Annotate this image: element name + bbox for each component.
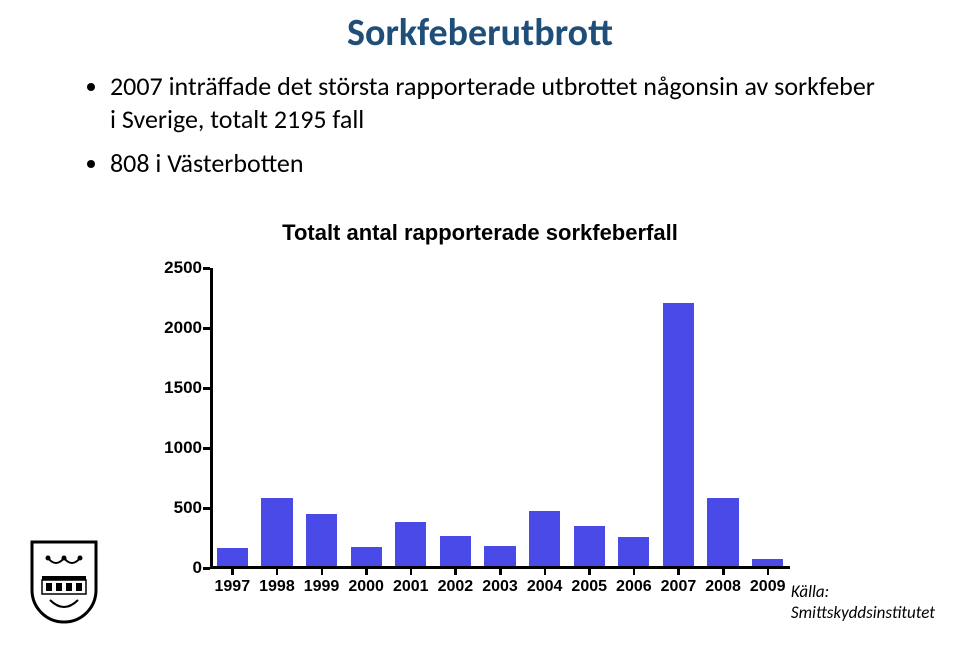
x-tick-label: 1997 [215, 578, 251, 596]
y-tick-label: 2500 [142, 258, 202, 278]
x-tick [633, 568, 636, 575]
source-label: Källa: [791, 581, 829, 602]
x-tick-label: 2001 [393, 578, 429, 596]
x-tick-label: 2006 [616, 578, 652, 596]
y-tick [203, 507, 210, 510]
bar [707, 498, 738, 566]
bullet-item: 808 i Västerbotten [110, 147, 880, 180]
x-tick [365, 568, 368, 575]
bar-chart: 0 500 1000 1500 2000 2500 1997 1998 1999 2000 2001… [140, 258, 820, 608]
bar [440, 536, 471, 566]
x-tick [499, 568, 502, 575]
source-value: Smittskyddsinstitutet [791, 602, 935, 623]
x-tick-label: 2003 [482, 578, 518, 596]
x-tick-label: 2007 [661, 578, 697, 596]
x-tick [231, 568, 234, 575]
y-axis [210, 268, 213, 568]
slide: Sorkfeberutbrott 2007 inträffade det stö… [0, 0, 960, 648]
y-tick-label: 2000 [142, 318, 202, 338]
x-tick [767, 568, 770, 575]
y-tick [203, 267, 210, 270]
bar [395, 522, 426, 566]
y-tick-label: 1000 [142, 438, 202, 458]
university-logo [28, 538, 100, 628]
y-tick [203, 327, 210, 330]
bar [752, 559, 783, 566]
x-tick-label: 1998 [259, 578, 295, 596]
y-tick [203, 567, 210, 570]
x-tick [454, 568, 457, 575]
x-tick-label: 2005 [571, 578, 607, 596]
x-tick [544, 568, 547, 575]
x-tick-label: 2008 [705, 578, 741, 596]
bullet-list: 2007 inträffade det största rapporterade… [80, 70, 880, 192]
y-tick-label: 1500 [142, 378, 202, 398]
bar [484, 546, 515, 566]
x-tick [588, 568, 591, 575]
y-tick-label: 0 [142, 558, 202, 578]
bar [574, 526, 605, 566]
bar [663, 303, 694, 566]
x-tick-label: 2000 [348, 578, 384, 596]
y-tick [203, 447, 210, 450]
bar [529, 511, 560, 566]
bar [217, 548, 248, 566]
bar [618, 537, 649, 566]
page-title: Sorkfeberutbrott [0, 10, 960, 56]
chart-title: Totalt antal rapporterade sorkfeberfall [0, 220, 960, 246]
source-citation: Källa: Smittskyddsinstitutet [791, 582, 935, 623]
x-tick [722, 568, 725, 575]
x-tick-label: 1999 [304, 578, 340, 596]
y-tick [203, 387, 210, 390]
bar [261, 498, 292, 566]
x-tick-label: 2002 [438, 578, 474, 596]
x-tick [321, 568, 324, 575]
x-tick-label: 2004 [527, 578, 563, 596]
bar [351, 547, 382, 566]
x-tick [677, 568, 680, 575]
y-tick-label: 500 [142, 498, 202, 518]
plot-area: 0500100015002000250019971998199920002001… [210, 268, 790, 568]
bar [306, 514, 337, 566]
x-tick [410, 568, 413, 575]
bullet-item: 2007 inträffade det största rapporterade… [110, 70, 880, 135]
x-tick-label: 2009 [750, 578, 786, 596]
x-tick [276, 568, 279, 575]
